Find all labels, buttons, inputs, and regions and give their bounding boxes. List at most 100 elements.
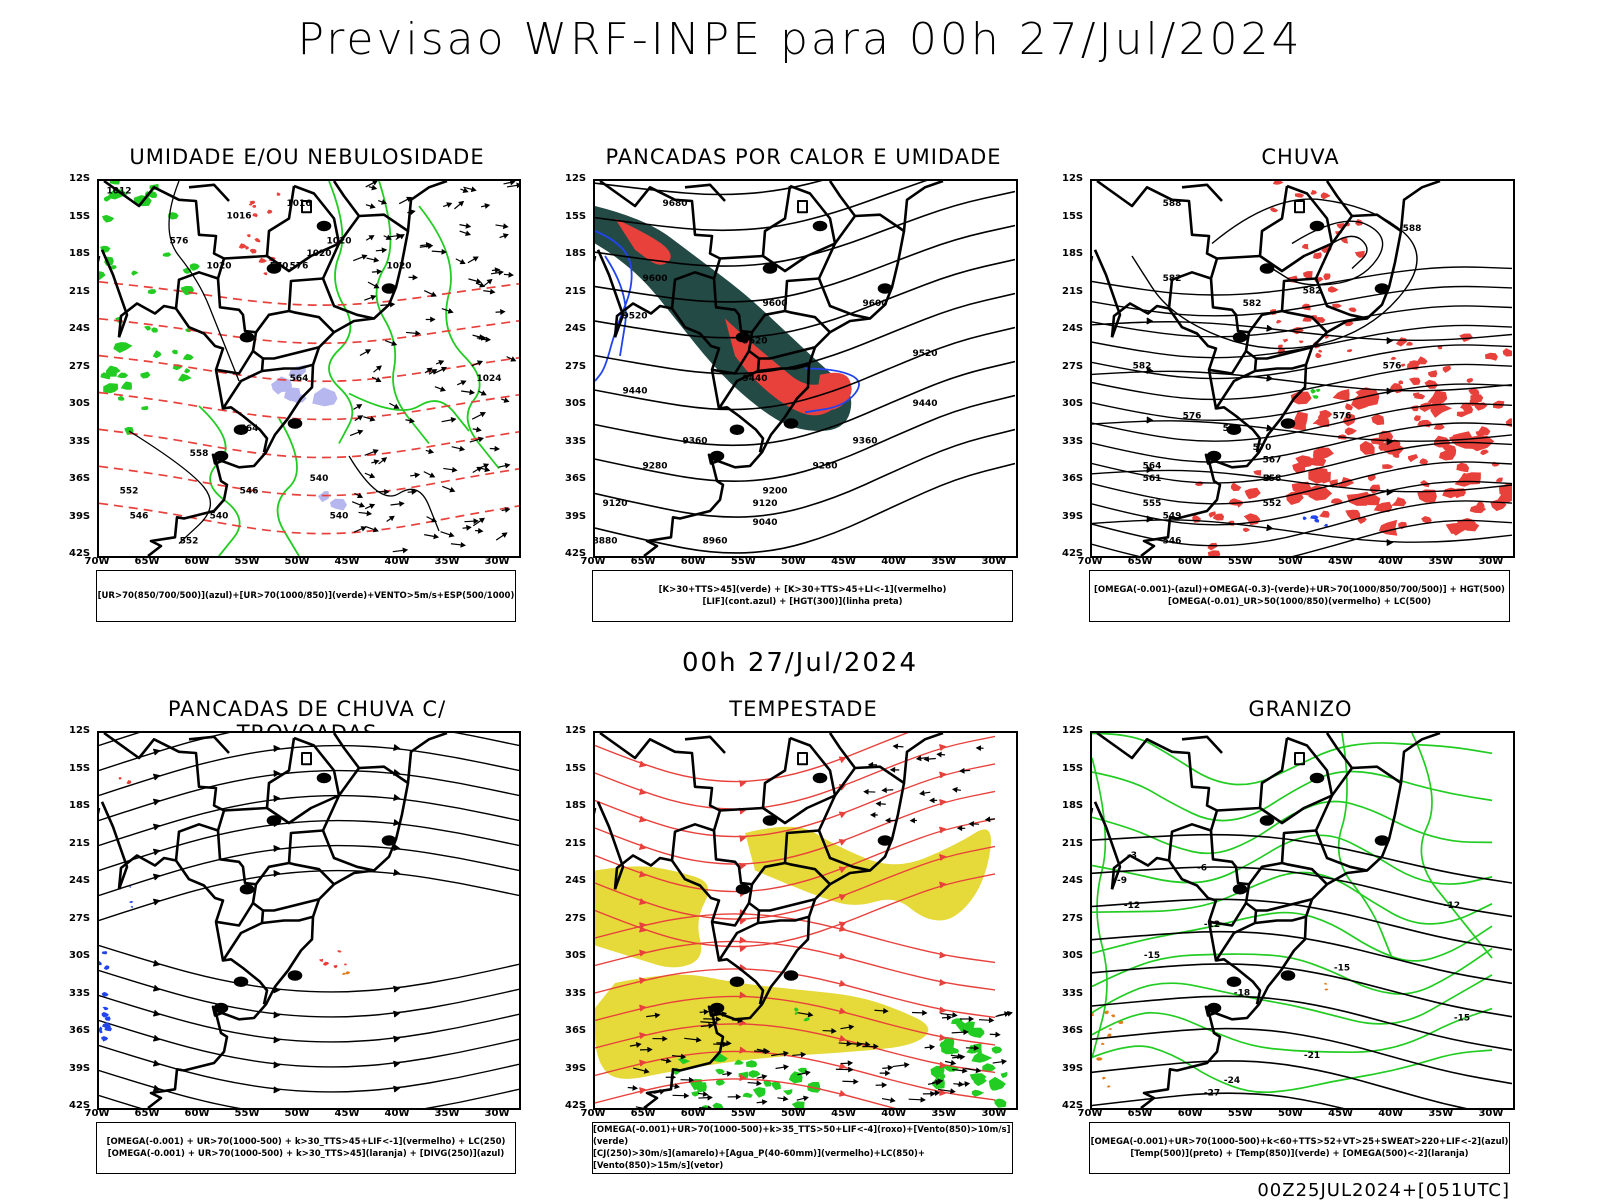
wind-vector-head xyxy=(989,1018,993,1022)
flow-arrowhead xyxy=(274,1037,279,1043)
shaded-cell xyxy=(178,374,192,382)
wind-vector-head xyxy=(505,508,509,512)
wind-vector-head xyxy=(449,309,453,313)
flow-arrowhead xyxy=(639,1088,645,1094)
shaded-cell xyxy=(247,234,251,237)
contour-label: 576 xyxy=(1383,362,1402,372)
contour-line xyxy=(1092,1046,1492,1092)
flow-arrowhead xyxy=(153,899,159,905)
panel-title: TEMPESTADE xyxy=(593,697,1014,721)
contour-label: -12 xyxy=(1444,901,1460,911)
flow-arrowhead xyxy=(153,824,159,830)
latitude-tick-label: 27S xyxy=(1062,361,1083,372)
wind-vector-head xyxy=(467,526,471,530)
flow-arrowhead xyxy=(939,1035,945,1041)
latitude-tick-label: 33S xyxy=(565,436,586,447)
wind-vector-head xyxy=(370,474,374,478)
wind-vector-head xyxy=(358,416,362,419)
wind-vector-head xyxy=(977,746,981,750)
shaded-cell xyxy=(1102,1077,1106,1080)
latitude-tick-label: 15S xyxy=(69,211,90,222)
contour-label: 8960 xyxy=(702,537,727,547)
shaded-cell xyxy=(1276,320,1282,324)
legend-line: [CJ(250)>30m/s](amarelo)+[Agua_P(40-60mm… xyxy=(593,1148,1012,1172)
shaded-cell xyxy=(1314,519,1319,523)
latitude-tick-label: 15S xyxy=(565,763,586,774)
latitude-tick-label: 30S xyxy=(565,398,586,409)
wind-vector-head xyxy=(891,1098,895,1102)
lake-shape xyxy=(235,426,247,434)
flow-arrowhead xyxy=(839,926,845,932)
flow-arrowhead xyxy=(839,1091,845,1097)
longitude-tick-label: 35W xyxy=(435,556,460,567)
lake-shape xyxy=(1282,420,1294,428)
wind-vector-head xyxy=(763,1100,767,1104)
wind-vector-head xyxy=(370,504,374,507)
lake-shape xyxy=(241,333,253,341)
streamline xyxy=(595,736,995,809)
political-border xyxy=(1332,767,1401,796)
shaded-cell xyxy=(151,327,158,333)
wind-vector-head xyxy=(963,1069,967,1073)
shaded-cell xyxy=(1313,417,1329,425)
lake-shape xyxy=(1311,774,1323,782)
wind-vector-head xyxy=(920,791,924,795)
contour-label: -15 xyxy=(1144,951,1160,961)
wind-vector-head xyxy=(362,255,366,259)
shaded-cell xyxy=(1391,497,1406,506)
wind-vector-head xyxy=(806,1071,810,1075)
wind-vector-head xyxy=(930,1045,934,1049)
shaded-cell xyxy=(1324,983,1327,985)
contour-line xyxy=(595,181,1015,230)
shaded-cell xyxy=(1243,528,1250,533)
shaded-cell xyxy=(1382,464,1393,469)
shaded-cell xyxy=(1096,1057,1102,1061)
panel-legend: [UR>70(850/700/500)](azul)+[UR>70(1000/8… xyxy=(96,570,516,622)
shaded-cell xyxy=(113,342,132,353)
flow-arrowhead xyxy=(274,846,279,852)
streamline xyxy=(99,771,519,821)
contour-line xyxy=(1092,1029,1512,1084)
wind-vector-head xyxy=(461,543,465,547)
map-frame xyxy=(97,731,521,1110)
flow-arrowhead xyxy=(1266,325,1272,331)
streamline xyxy=(99,821,519,871)
latitude-tick-label: 27S xyxy=(69,361,90,372)
wind-vector-head xyxy=(921,1098,925,1102)
contour-label: -9 xyxy=(1117,876,1127,886)
contour-line xyxy=(99,503,519,533)
contour-label: 576 xyxy=(1333,412,1352,422)
contour-line xyxy=(1092,873,1492,924)
district-outline xyxy=(798,201,807,212)
longitude-tick-label: 45W xyxy=(1328,1108,1353,1119)
lake-shape xyxy=(318,222,330,230)
level250-streamlines xyxy=(99,733,519,1108)
political-border xyxy=(1217,256,1260,259)
wind-vector-head xyxy=(854,1080,858,1084)
latitude-tick-label: 18S xyxy=(69,800,90,811)
page-title: Previsao WRF-INPE para 00h 27/Jul/2024 xyxy=(0,14,1600,65)
wind-vector-head xyxy=(911,819,915,823)
wind-vector-head xyxy=(886,819,890,823)
shaded-cell xyxy=(1316,389,1321,392)
political-border xyxy=(323,796,374,871)
shaded-cell xyxy=(259,258,268,263)
contour-line xyxy=(1092,1061,1512,1108)
shaded-cell xyxy=(1313,447,1334,459)
wind-vector-head xyxy=(930,798,934,802)
shaded-cell xyxy=(753,1087,766,1098)
wind-vector-head xyxy=(358,430,362,434)
shaded-cell xyxy=(190,263,200,271)
shaded-cell xyxy=(1270,207,1279,212)
latitude-tick-label: 15S xyxy=(1062,763,1083,774)
political-border xyxy=(224,256,267,259)
latitude-tick-label: 12S xyxy=(1062,173,1083,184)
contour-label: 546 xyxy=(130,512,149,522)
flow-arrowhead xyxy=(274,1087,279,1093)
wind-vector-head xyxy=(410,419,414,423)
wind-vector-head xyxy=(400,502,404,506)
shaded-cell xyxy=(971,1052,992,1063)
lake-shape xyxy=(764,817,776,825)
